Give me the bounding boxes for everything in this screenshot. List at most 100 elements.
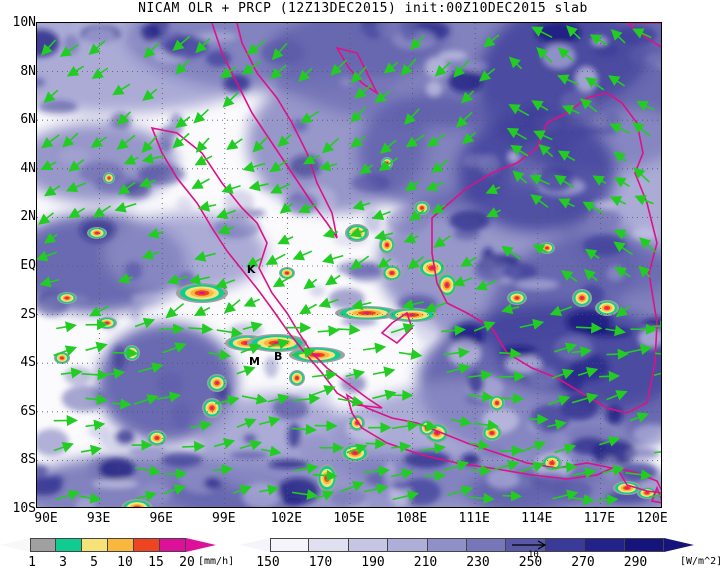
wind-vector [59,43,79,57]
wind-vector [66,65,85,77]
wind-vector [92,205,112,218]
wind-vector [589,34,608,46]
wind-vector [188,273,210,285]
olr-cell [376,23,405,38]
wind-vector [195,37,211,54]
wind-vector [350,106,367,123]
wind-vector [40,159,57,171]
precip-cell [202,398,222,418]
olr-cell [58,147,89,165]
wind-vector [363,483,389,495]
olr-cell [403,450,450,468]
olr-cell [223,189,255,215]
olr-cell [37,464,49,477]
wind-vector [365,438,387,450]
olr-cell [63,34,80,55]
precip-cell [87,227,107,239]
wind-vector [597,494,619,506]
olr-cell [124,261,143,281]
wind-vector [441,324,466,336]
olr-cell [521,104,548,131]
wind-vector [498,370,526,383]
station-label-k: K [246,262,256,276]
lon-label: 117E [583,511,616,526]
wind-vector [303,278,318,290]
olr-cell [468,372,484,394]
olr-cell [527,365,559,388]
wind-vector [272,275,292,288]
wind-vector [460,90,475,104]
olr-cell [287,423,302,448]
wind-vector [265,253,286,265]
lat-label: 8N [20,63,36,79]
wind-vector [443,347,470,359]
olr-cell [260,40,306,65]
olr-cell [503,262,538,282]
lon-label: 114E [521,511,553,526]
wind-vector [354,84,372,99]
wind-vector [85,393,108,405]
wind-vector [613,229,629,240]
wind-vector [117,273,134,284]
wind-vector [468,492,495,505]
wind-vector [138,177,156,188]
wind-vector [547,395,571,406]
wind-vector [613,241,634,256]
wind-vector [655,352,661,355]
wind-vector [433,235,452,248]
colorbar-swatch [82,538,108,552]
precip-cell [507,291,527,305]
colorbar-swatch [134,538,160,552]
wind-vector [434,61,451,77]
olr-cell [161,452,203,468]
wind-vector [141,153,164,165]
precip-cell [414,201,430,215]
olr-cell [438,50,468,61]
wind-vector [577,366,599,378]
wind-vector [56,321,77,333]
wind-vector [453,59,470,78]
colorbar-swatch [466,538,507,552]
wind-vector [68,207,86,219]
wind-vector [610,28,626,44]
wind-vector [147,227,164,239]
wind-vector [599,370,621,382]
wind-vector [193,305,211,316]
wind-vector [549,305,573,317]
lat-label: 10N [12,15,36,30]
wind-vector [560,270,578,283]
wind-vector [261,445,282,457]
wind-vector [554,174,575,189]
wind-vector [322,227,339,239]
wind-vector [217,223,234,235]
wind-vector [421,442,446,455]
wind-vector [475,279,497,291]
wind-vector [552,489,579,501]
wind-vector [240,343,262,355]
olr-cell [92,479,139,489]
colorbar-swatch [388,538,428,552]
wind-vector [592,175,607,186]
wind-vector [372,389,397,401]
wind-vector [62,132,79,148]
wind-vector [239,439,263,451]
wind-vector [351,299,372,311]
wind-vector [558,198,575,209]
wind-vector [571,493,595,506]
wind-vector [302,154,320,165]
wind-vector [485,183,501,195]
reference-vector-label: 10 [528,550,539,560]
wind-vector [293,393,321,405]
precip-cell [57,292,77,304]
wind-vector [292,249,313,261]
wind-vector [43,232,58,244]
wind-vector [163,484,187,495]
olr-cell [298,434,331,460]
wind-vector [111,347,139,359]
wind-vector [520,440,547,453]
wind-vector [268,338,290,350]
wind-vector [374,90,391,103]
wind-vector [116,134,136,150]
wind-vector [91,67,109,80]
wind-vector [159,323,185,335]
